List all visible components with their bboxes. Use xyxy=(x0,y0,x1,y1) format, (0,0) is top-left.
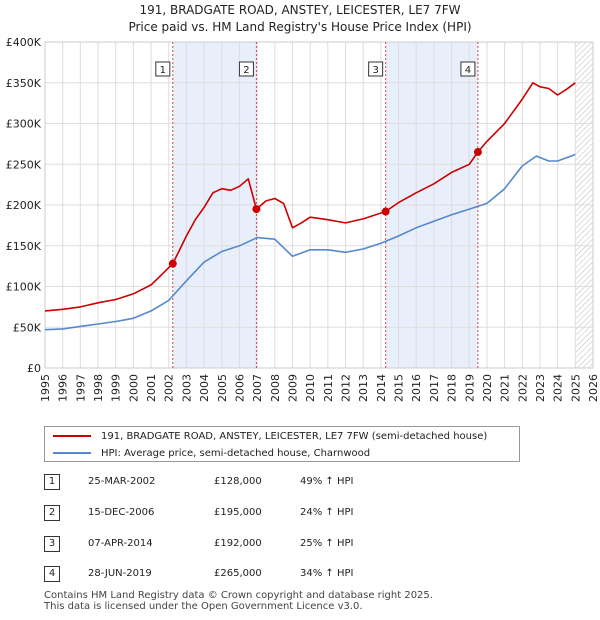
x-tick-label: 2003 xyxy=(180,374,193,402)
sale-number-label: 1 xyxy=(160,65,166,76)
sale-point xyxy=(252,205,261,214)
legend-item-hpi: HPI: Average price, semi-detached house,… xyxy=(53,445,370,461)
x-tick-label: 2022 xyxy=(516,374,529,402)
sale-date: 15-DEC-2006 xyxy=(88,507,155,518)
x-tick-label: 2023 xyxy=(534,374,547,402)
y-tick-label: £50K xyxy=(13,321,42,334)
x-tick-label: 2021 xyxy=(499,374,512,402)
x-tick-label: 2001 xyxy=(145,374,158,402)
x-tick-label: 2013 xyxy=(357,374,370,402)
x-tick-label: 2018 xyxy=(446,374,459,402)
sale-number-label: 4 xyxy=(465,65,471,76)
sale-date: 28-JUN-2019 xyxy=(88,568,152,579)
footer-licence: This data is licensed under the Open Gov… xyxy=(44,601,363,612)
y-tick-label: £0 xyxy=(27,362,41,375)
sale-number: 1 xyxy=(44,474,60,490)
x-tick-label: 2009 xyxy=(286,374,299,402)
sale-number-label: 3 xyxy=(372,65,378,76)
x-tick-label: 2020 xyxy=(481,374,494,402)
x-tick-label: 2000 xyxy=(127,374,140,402)
y-tick-label: £300K xyxy=(6,118,42,131)
x-tick-label: 1999 xyxy=(110,374,123,402)
legend-label-hpi: HPI: Average price, semi-detached house,… xyxy=(101,447,371,459)
x-tick-label: 2017 xyxy=(428,374,441,402)
table-row: 4 28-JUN-2019 £265,000 34% ↑ HPI xyxy=(44,566,444,584)
x-tick-label: 2004 xyxy=(198,374,211,402)
sale-date: 25-MAR-2002 xyxy=(88,476,156,487)
sale-hpi: 24% ↑ HPI xyxy=(300,507,354,518)
sale-point xyxy=(473,148,482,157)
x-tick-label: 2005 xyxy=(216,374,229,402)
y-tick-label: £350K xyxy=(6,77,42,90)
table-row: 3 07-APR-2014 £192,000 25% ↑ HPI xyxy=(44,536,444,554)
x-tick-label: 1995 xyxy=(39,374,52,402)
property-price-line xyxy=(44,82,576,312)
x-tick-label: 2026 xyxy=(587,374,600,402)
x-tick-label: 2015 xyxy=(393,374,406,402)
sale-point xyxy=(168,259,177,268)
x-tick-label: 2012 xyxy=(340,374,353,402)
x-tick-label: 2025 xyxy=(569,374,582,402)
x-tick-label: 2019 xyxy=(463,374,476,402)
x-tick-label: 1997 xyxy=(74,374,87,402)
x-tick-label: 2008 xyxy=(269,374,282,402)
plot-frame xyxy=(44,41,594,369)
price-chart: 191, BRADGATE ROAD, ANSTEY, LEICESTER, L… xyxy=(6,3,600,402)
sale-point xyxy=(381,207,390,216)
table-row: 2 15-DEC-2006 £195,000 24% ↑ HPI xyxy=(44,505,444,523)
sale-hpi: 34% ↑ HPI xyxy=(300,568,354,579)
x-tick-label: 1998 xyxy=(92,374,105,402)
y-tick-label: £150K xyxy=(6,240,42,253)
table-row: 1 25-MAR-2002 £128,000 49% ↑ HPI xyxy=(44,474,444,492)
x-tick-label: 2006 xyxy=(233,374,246,402)
sale-date: 07-APR-2014 xyxy=(88,538,153,549)
x-tick-label: 2011 xyxy=(322,374,335,402)
x-tick-label: 2024 xyxy=(552,374,565,402)
sale-number-box xyxy=(238,61,254,77)
legend-item-property: 191, BRADGATE ROAD, ANSTEY, LEICESTER, L… xyxy=(53,428,487,444)
plot-area: £0 £50K £100K £150K £200K £250K £300K £350K £400… xyxy=(6,36,600,402)
footer-copyright: Contains HM Land Registry data © Crown c… xyxy=(44,590,433,601)
sale-price: £265,000 xyxy=(214,568,262,579)
sale-number: 4 xyxy=(44,566,60,582)
sale-hpi: 49% ↑ HPI xyxy=(300,476,354,487)
footer: Contains HM Land Registry data © Crown c… xyxy=(44,590,433,612)
y-tick-label: £250K xyxy=(6,158,42,171)
x-tick-label: 2016 xyxy=(410,374,423,402)
sale-number-box xyxy=(460,61,476,77)
x-tick-label: 2002 xyxy=(163,374,176,402)
x-tick-label: 1996 xyxy=(57,374,70,402)
sale-number-label: 2 xyxy=(243,65,249,76)
chart-title: 191, BRADGATE ROAD, ANSTEY, LEICESTER, L… xyxy=(139,3,460,17)
legend-swatch-property xyxy=(53,435,91,437)
chart-subtitle: Price paid vs. HM Land Registry's House … xyxy=(128,20,471,34)
sale-number-box xyxy=(368,61,384,77)
sale-number: 3 xyxy=(44,536,60,552)
sale-price: £195,000 xyxy=(214,507,262,518)
hpi-line xyxy=(44,153,576,331)
x-tick-label: 2007 xyxy=(251,374,264,402)
sale-price: £128,000 xyxy=(214,476,262,487)
legend: 191, BRADGATE ROAD, ANSTEY, LEICESTER, L… xyxy=(44,426,520,462)
sale-number: 2 xyxy=(44,505,60,521)
x-tick-label: 2010 xyxy=(304,374,317,402)
y-tick-label: £100K xyxy=(6,281,42,294)
y-tick-label: £200K xyxy=(6,199,42,212)
sale-number-box xyxy=(155,61,171,77)
x-tick-label: 2014 xyxy=(375,374,388,402)
legend-swatch-hpi xyxy=(53,452,91,454)
sale-hpi: 25% ↑ HPI xyxy=(300,538,354,549)
y-tick-label: £400K xyxy=(6,36,42,49)
sale-price: £192,000 xyxy=(214,538,262,549)
legend-label-property: 191, BRADGATE ROAD, ANSTEY, LEICESTER, L… xyxy=(101,430,488,442)
